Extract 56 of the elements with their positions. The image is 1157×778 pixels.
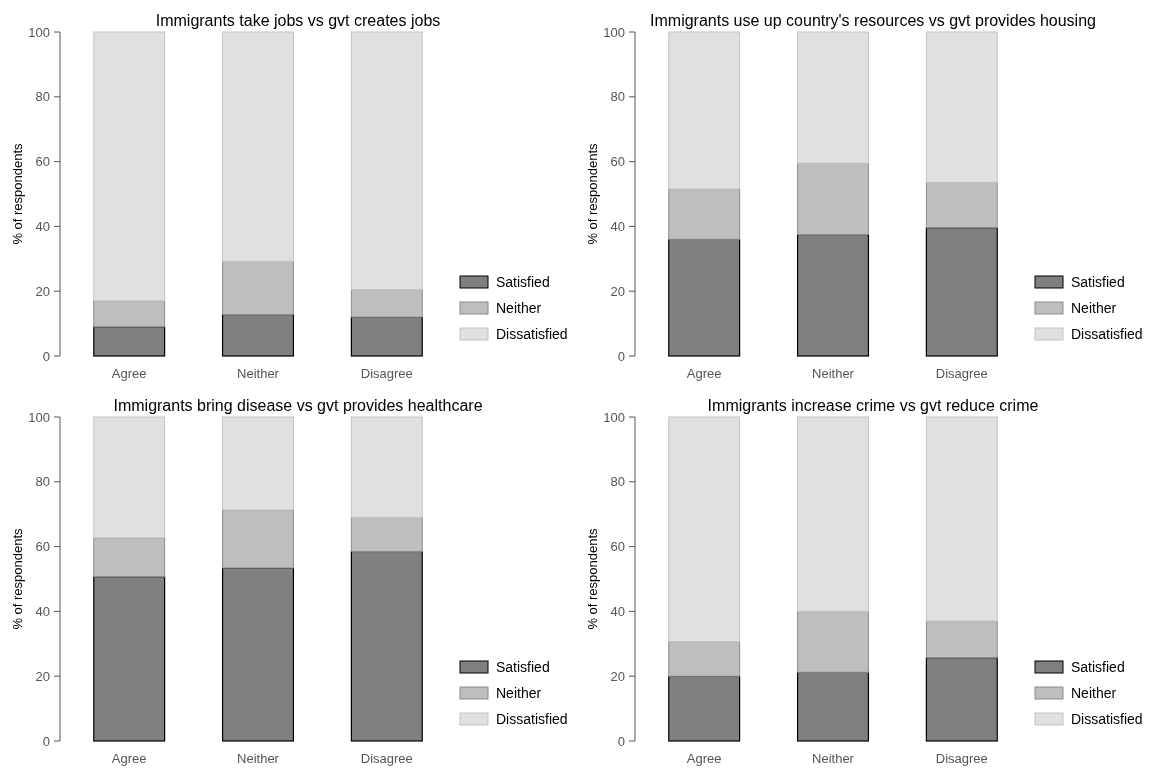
y-tick-label: 60 xyxy=(35,154,50,170)
x-tick-label: Disagree xyxy=(935,366,988,381)
x-tick-label: Agree xyxy=(111,751,147,766)
legend-label: Satisfied xyxy=(496,273,550,290)
legend-label: Dissatisfied xyxy=(1071,710,1143,727)
y-tick-label: 0 xyxy=(617,733,625,749)
y-tick-label: 0 xyxy=(617,348,625,364)
y-axis-title: % of respondents xyxy=(585,142,600,245)
legend-label: Dissatisfied xyxy=(496,325,568,342)
chart-title: Immigrants increase crime vs gvt reduce crime xyxy=(707,397,1039,414)
y-tick-label: 40 xyxy=(610,603,625,619)
chart-title: Immigrants bring disease vs gvt provides healthcare xyxy=(113,397,483,414)
legend-label: Satisfied xyxy=(1071,658,1125,675)
y-tick-label: 60 xyxy=(610,154,625,170)
x-tick-label: Agree xyxy=(686,366,722,381)
x-tick-label: Agree xyxy=(686,751,722,766)
y-tick-label: 20 xyxy=(610,283,625,299)
y-tick-label: 40 xyxy=(610,218,625,234)
y-tick-label: 100 xyxy=(28,409,50,425)
legend-label: Neither xyxy=(496,299,542,316)
x-tick-label: Agree xyxy=(111,366,147,381)
y-tick-label: 20 xyxy=(35,283,50,299)
x-tick-label: Neither xyxy=(237,751,280,766)
y-tick-label: 40 xyxy=(35,218,50,234)
y-tick-label: 20 xyxy=(610,668,625,684)
y-axis-title: % of respondents xyxy=(10,527,25,630)
y-tick-label: 80 xyxy=(35,474,50,490)
y-tick-label: 100 xyxy=(603,409,625,425)
legend-label: Satisfied xyxy=(1071,273,1125,290)
y-tick-label: 0 xyxy=(42,733,50,749)
chart-title: Immigrants use up country's resources vs gvt provides housing xyxy=(650,12,1096,29)
chart-title: Immigrants take jobs vs gvt creates jobs xyxy=(155,12,441,29)
legend-label: Dissatisfied xyxy=(1071,325,1143,342)
x-tick-label: Neither xyxy=(237,366,280,381)
y-tick-label: 40 xyxy=(35,603,50,619)
x-tick-label: Disagree xyxy=(935,751,988,766)
y-tick-label: 80 xyxy=(35,89,50,105)
legend-label: Satisfied xyxy=(496,658,550,675)
y-tick-label: 100 xyxy=(603,24,625,40)
y-tick-label: 60 xyxy=(35,539,50,555)
y-tick-label: 0 xyxy=(42,348,50,364)
x-tick-label: Disagree xyxy=(360,366,413,381)
legend-label: Neither xyxy=(1071,299,1117,316)
y-tick-label: 60 xyxy=(610,539,625,555)
legend-label: Dissatisfied xyxy=(496,710,568,727)
legend-label: Neither xyxy=(496,684,542,701)
y-tick-label: 100 xyxy=(28,24,50,40)
y-axis-title: % of respondents xyxy=(10,142,25,245)
x-tick-label: Disagree xyxy=(360,751,413,766)
legend-label: Neither xyxy=(1071,684,1117,701)
y-tick-label: 80 xyxy=(610,474,625,490)
y-tick-label: 80 xyxy=(610,89,625,105)
y-tick-label: 20 xyxy=(35,668,50,684)
x-tick-label: Neither xyxy=(812,751,855,766)
y-axis-title: % of respondents xyxy=(585,527,600,630)
x-tick-label: Neither xyxy=(812,366,855,381)
